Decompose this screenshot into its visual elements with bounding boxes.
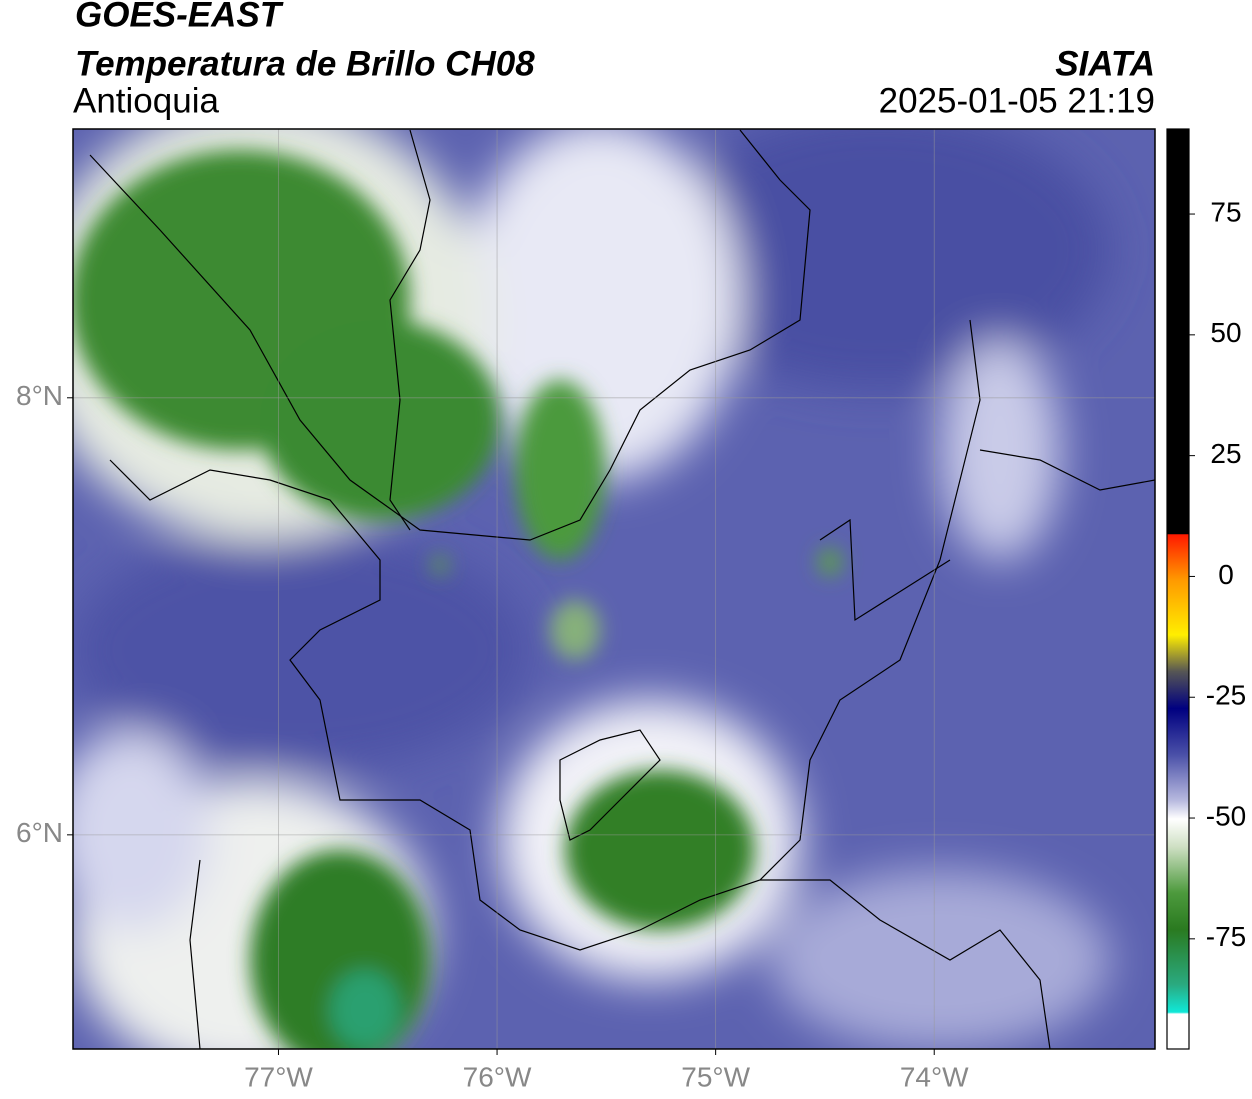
x-tick-label: 76°W — [463, 1061, 532, 1092]
colorbar-tick-label: -25 — [1206, 680, 1246, 711]
x-tick-label: 77°W — [244, 1061, 313, 1092]
grid — [73, 129, 1155, 1049]
colorbar-tick-label: -75 — [1206, 921, 1246, 952]
x-tick-label: 75°W — [681, 1061, 750, 1092]
colorbar-tick-label: -50 — [1206, 800, 1246, 831]
x-tick-label: 74°W — [900, 1061, 969, 1092]
title: GOES-EAST — [75, 0, 284, 34]
y-tick-label: 8°N — [16, 380, 63, 411]
y-tick-label: 6°N — [16, 817, 63, 848]
source: SIATA — [1055, 44, 1155, 83]
map-frame — [72, 128, 1156, 1050]
datetime: 2025-01-05 21:19 — [879, 81, 1155, 120]
region: Antioquia — [73, 81, 219, 120]
colorbar-tick-label: 50 — [1210, 317, 1241, 348]
colorbar-tick-label: 75 — [1210, 196, 1241, 227]
colorbar — [1166, 128, 1190, 1050]
colorbar-tick-label: 0 — [1218, 559, 1234, 590]
satellite-image — [73, 129, 1155, 1049]
subtitle: Temperatura de Brillo CH08 — [75, 44, 535, 83]
colorbar-tick-label: 25 — [1210, 438, 1241, 469]
